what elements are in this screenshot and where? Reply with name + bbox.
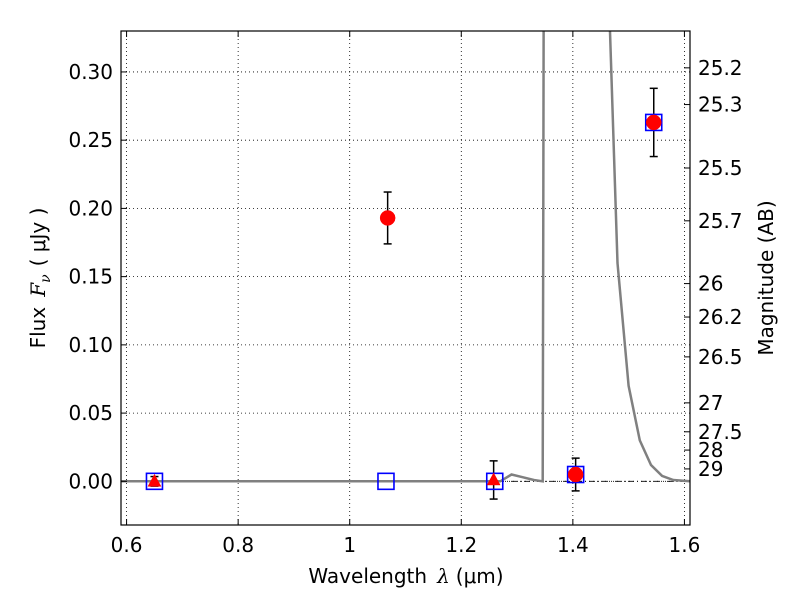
y-tick-label: 0.05 [68, 401, 113, 425]
mag-tick-label: 26.5 [698, 345, 743, 369]
mag-tick-label: 26.2 [698, 305, 743, 329]
mag-tick-label: 28 [698, 438, 723, 462]
x-tick-label: 1.6 [669, 533, 701, 557]
mag-tick-label: 27 [698, 391, 723, 415]
y-tick-label: 0.15 [68, 265, 113, 289]
model-spectrum-line [121, 31, 690, 483]
plot-frame [120, 30, 691, 526]
mag-tick-label: 29 [698, 457, 723, 481]
mag-tick-label: 25.5 [698, 156, 743, 180]
x-tick-label: 1.2 [445, 533, 477, 557]
upper-limit-triangle-marker [147, 473, 162, 487]
mag-tick-label: 25.3 [698, 93, 743, 117]
model-square-marker [485, 472, 504, 491]
axes: 0.6 0.8 1 1.2 1.4 1.6 0.00 0.05 0.10 0.15 0.20 0.25… [68, 31, 743, 557]
y2-axis-label: Magnitude (AB) [754, 200, 778, 355]
observed-circle-marker [567, 466, 584, 483]
model-spectrum [121, 31, 690, 483]
upper-limit-triangle-marker [486, 472, 501, 486]
x-tick-label: 1.4 [557, 533, 589, 557]
x-tick-label: 0.6 [111, 533, 143, 557]
observed-circle-marker [379, 210, 396, 226]
mag-tick-label: 25.2 [698, 56, 743, 80]
model-square-marker [566, 465, 585, 484]
model-square-marker [377, 472, 395, 491]
model-square-marker [644, 113, 663, 132]
y-tick-label: 0.00 [68, 469, 113, 493]
data-points [145, 87, 663, 500]
observed-circle-marker [645, 114, 662, 131]
y-tick-label: 0.10 [68, 333, 113, 357]
y-tick-label: 0.30 [68, 60, 113, 84]
model-square-marker [145, 472, 164, 491]
y-tick-label: 0.20 [68, 196, 113, 220]
mag-tick-label: 25.7 [698, 209, 743, 233]
x-axis-label: Wavelength λ (μm) [308, 564, 503, 588]
mag-tick-label: 26 [698, 272, 723, 296]
y-axis-label: FluxFν( μJy ) [26, 208, 54, 349]
x-tick-label: 0.8 [222, 533, 254, 557]
x-tick-label: 1 [343, 533, 356, 557]
mag-tick-label: 27.5 [698, 420, 743, 444]
y-tick-label: 0.25 [68, 128, 113, 152]
grid [121, 31, 690, 525]
